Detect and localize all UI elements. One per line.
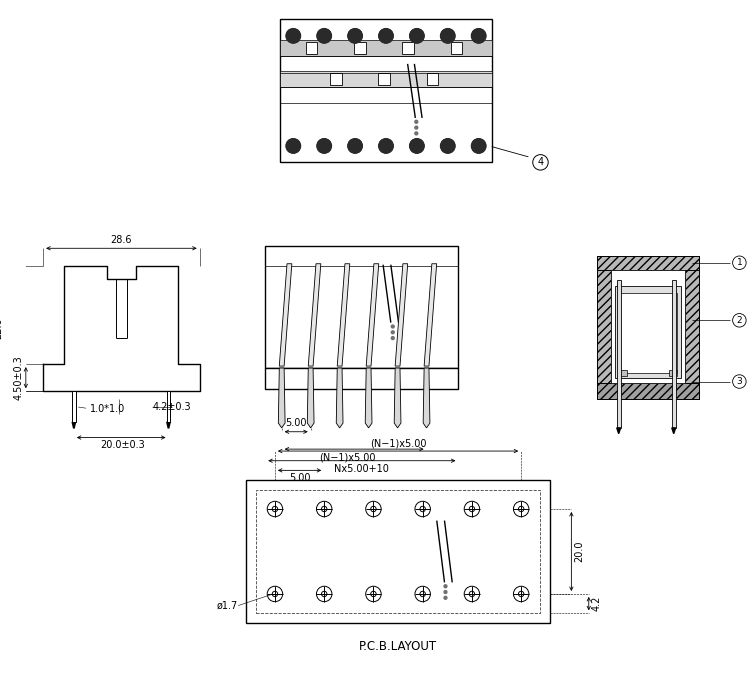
Circle shape [317, 139, 332, 153]
Bar [598, 383, 699, 399]
Polygon shape [423, 368, 430, 428]
Text: 5.00: 5.00 [286, 418, 307, 428]
Bar [616, 280, 620, 428]
Circle shape [379, 139, 393, 153]
Text: (N−1)x5.00: (N−1)x5.00 [370, 438, 426, 448]
Circle shape [440, 29, 455, 43]
Bar [280, 71, 492, 87]
Circle shape [444, 597, 447, 599]
Circle shape [472, 139, 486, 153]
Bar [451, 42, 462, 54]
Text: 4: 4 [538, 157, 544, 168]
Text: 3: 3 [736, 377, 742, 386]
Polygon shape [166, 422, 170, 428]
Text: ø1.7: ø1.7 [217, 601, 238, 611]
Circle shape [415, 121, 418, 123]
Text: 4.2±0.3: 4.2±0.3 [152, 402, 191, 411]
Circle shape [392, 325, 394, 328]
Text: (N−1)x5.00: (N−1)x5.00 [319, 452, 376, 462]
Text: 4.2: 4.2 [592, 596, 602, 612]
Text: 1: 1 [736, 258, 742, 267]
Bar [266, 368, 458, 390]
Polygon shape [672, 428, 676, 434]
Bar [166, 391, 170, 422]
Bar [615, 286, 682, 378]
Circle shape [415, 132, 418, 135]
Polygon shape [308, 264, 321, 366]
Polygon shape [338, 264, 350, 366]
Text: 20.0±0.3: 20.0±0.3 [100, 441, 146, 450]
Bar [686, 256, 699, 399]
Circle shape [317, 139, 332, 153]
Bar [256, 490, 541, 614]
Circle shape [472, 139, 486, 153]
Circle shape [286, 29, 301, 43]
Circle shape [348, 29, 362, 43]
Circle shape [348, 139, 362, 153]
Circle shape [286, 139, 301, 153]
Circle shape [379, 29, 393, 43]
Polygon shape [616, 428, 620, 434]
Polygon shape [424, 264, 436, 366]
Circle shape [444, 590, 447, 593]
Bar [672, 280, 676, 428]
Circle shape [410, 29, 424, 43]
Circle shape [440, 29, 455, 43]
Circle shape [348, 139, 362, 153]
Bar [427, 73, 438, 84]
Polygon shape [72, 422, 76, 428]
Bar [378, 73, 390, 84]
Circle shape [392, 331, 394, 334]
Bar [330, 73, 341, 84]
Bar [306, 42, 317, 54]
Circle shape [410, 29, 424, 43]
Polygon shape [279, 264, 292, 366]
Bar [246, 480, 550, 623]
Circle shape [415, 126, 418, 129]
Text: Nx5.00+10: Nx5.00+10 [334, 464, 389, 473]
Bar [611, 270, 686, 383]
Bar [598, 256, 611, 399]
Circle shape [392, 336, 394, 340]
Circle shape [286, 29, 301, 43]
Text: 1.0*1.0: 1.0*1.0 [89, 404, 124, 413]
Text: 22.0: 22.0 [0, 317, 4, 339]
Text: 2: 2 [736, 316, 742, 325]
Circle shape [286, 139, 301, 153]
Bar [403, 42, 414, 54]
Circle shape [440, 139, 455, 153]
Text: 28.6: 28.6 [111, 236, 132, 245]
Circle shape [379, 29, 393, 43]
Text: 5.00: 5.00 [289, 473, 310, 484]
Circle shape [379, 139, 393, 153]
Text: 20.0: 20.0 [574, 541, 584, 563]
Bar [72, 391, 76, 422]
Bar [354, 42, 366, 54]
Bar [598, 256, 699, 270]
Bar [266, 247, 458, 368]
Polygon shape [395, 264, 408, 366]
Polygon shape [365, 368, 372, 428]
Text: 4.50±0.3: 4.50±0.3 [14, 355, 24, 400]
Circle shape [410, 139, 424, 153]
Circle shape [410, 139, 424, 153]
Bar [620, 370, 627, 376]
Circle shape [444, 585, 447, 588]
Polygon shape [278, 368, 285, 428]
Circle shape [317, 29, 332, 43]
Circle shape [472, 29, 486, 43]
Bar [620, 293, 676, 373]
Bar [280, 39, 492, 56]
Circle shape [317, 29, 332, 43]
Bar [280, 20, 492, 162]
Circle shape [472, 29, 486, 43]
Text: P.C.B.LAYOUT: P.C.B.LAYOUT [359, 640, 437, 653]
Circle shape [440, 139, 455, 153]
Polygon shape [394, 368, 401, 428]
Polygon shape [366, 264, 379, 366]
Polygon shape [308, 368, 314, 428]
Polygon shape [336, 368, 343, 428]
Circle shape [348, 29, 362, 43]
Bar [669, 370, 676, 376]
